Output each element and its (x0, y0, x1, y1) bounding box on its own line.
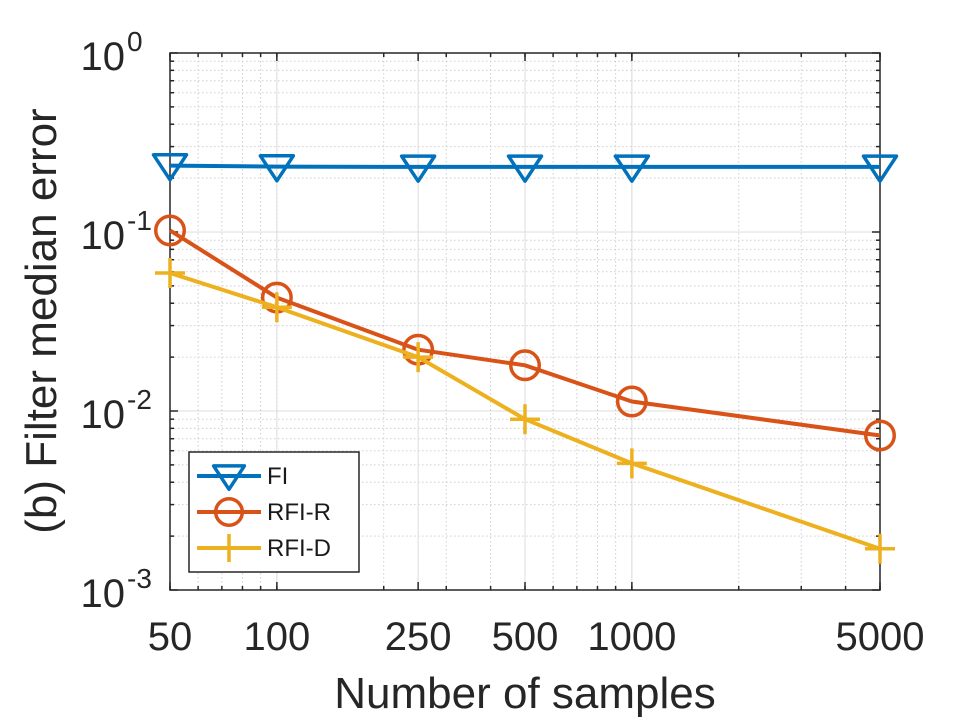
series-line-fi (169, 163, 880, 169)
legend-label: RFI-D (267, 535, 331, 562)
x-tick-label: 1000 (587, 615, 676, 659)
data-point-rfi-d (261, 292, 292, 323)
y-tick-exponent: -2 (127, 384, 152, 415)
legend-marker-rfi-d (215, 534, 243, 562)
x-tick-label: 100 (243, 615, 310, 659)
data-point-fi (861, 154, 899, 183)
data-point-rfi-d (865, 533, 895, 564)
series-line-rfi-d (169, 271, 881, 551)
series-layer (151, 153, 899, 564)
y-tick-label: 10 -3 (81, 563, 152, 616)
data-point-fi (506, 154, 544, 183)
data-point-fi (613, 154, 651, 183)
x-tick-label: 500 (492, 615, 559, 659)
legend: FI RFI-R RFI-D (188, 451, 360, 573)
axes (169, 52, 881, 591)
y-tick-label: 10 -1 (81, 205, 152, 258)
data-point-rfi-d (403, 342, 434, 373)
y-tick-label: 10 0 (81, 26, 143, 79)
y-axis-label: (b) Filter median error (17, 108, 66, 533)
legend-marker-rfi-r (213, 496, 245, 528)
y-tick-exponent: -1 (127, 205, 152, 236)
y-tick-base: 10 (81, 393, 126, 437)
data-point-fi (151, 153, 189, 182)
x-tick-label: 5000 (836, 615, 925, 659)
y-tick-base: 10 (81, 572, 126, 616)
x-tick-label: 250 (385, 615, 452, 659)
legend-label: RFI-R (267, 499, 331, 526)
legend-entry-rfi-r: RFI-R (197, 496, 331, 528)
legend-entry-fi: FI (197, 463, 288, 492)
grid (169, 52, 881, 591)
series-fi (151, 153, 899, 183)
data-point-rfi-r (509, 349, 541, 382)
x-axis-label: Number of samples (334, 669, 715, 718)
y-tick-base: 10 (81, 214, 126, 258)
y-tick-label: 10 -2 (81, 384, 152, 437)
x-tick-label: 50 (148, 615, 193, 659)
y-tick-exponent: -3 (127, 563, 152, 594)
data-point-rfi-d (155, 258, 185, 289)
data-point-fi (258, 154, 296, 183)
legend-marker-fi (211, 464, 247, 492)
data-point-rfi-r (615, 385, 648, 418)
legend-entry-rfi-d: RFI-D (197, 534, 331, 562)
y-tick-base: 10 (81, 35, 126, 79)
series-rfi-d (155, 258, 895, 564)
series-line-rfi-r (168, 228, 881, 438)
y-tick-exponent: 0 (127, 26, 143, 57)
legend-label: FI (267, 463, 288, 490)
data-point-fi (399, 154, 437, 183)
data-point-rfi-d (616, 448, 647, 479)
data-point-rfi-d (510, 404, 540, 435)
data-point-rfi-r (864, 419, 896, 452)
data-point-rfi-r (154, 214, 186, 247)
